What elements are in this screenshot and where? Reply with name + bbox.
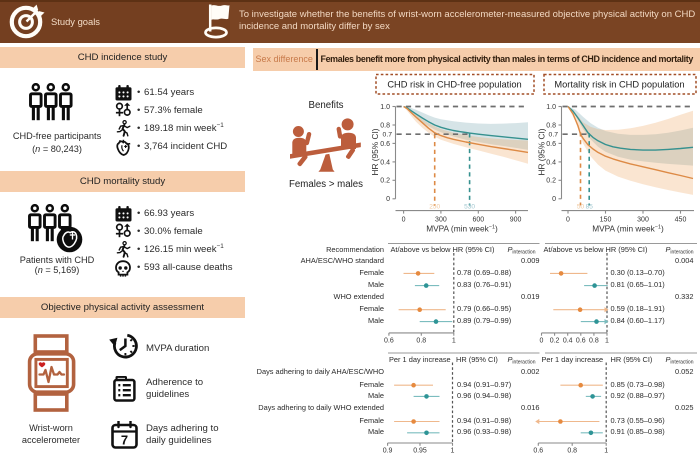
svg-text:0.6: 0.6 [576, 337, 586, 344]
svg-text:Mortality risk in CHD populati: Mortality risk in CHD population [554, 80, 684, 90]
svg-text:0.6: 0.6 [384, 337, 394, 344]
svg-text:HR (95% CI): HR (95% CI) [370, 128, 380, 175]
svg-text:0.6: 0.6 [546, 141, 556, 148]
svg-text:50: 50 [577, 204, 585, 211]
svg-text:85: 85 [586, 204, 594, 211]
svg-text:150: 150 [600, 217, 612, 224]
svg-text:0.4: 0.4 [380, 159, 390, 166]
svg-text:530: 530 [464, 204, 475, 211]
svg-text:0.8: 0.8 [380, 122, 390, 129]
svg-text:0.8: 0.8 [416, 337, 426, 344]
svg-text:MVPA (min week−1): MVPA (min week−1) [592, 224, 664, 234]
svg-text:0.7: 0.7 [549, 132, 559, 139]
svg-text:CHD risk in CHD-free populatio: CHD risk in CHD-free population [387, 80, 521, 90]
svg-text:0.2: 0.2 [380, 178, 390, 185]
svg-text:600: 600 [472, 217, 484, 224]
svg-text:1.0: 1.0 [380, 104, 390, 111]
svg-text:1: 1 [605, 337, 609, 344]
svg-text:0.2: 0.2 [550, 337, 560, 344]
svg-text:0.9: 0.9 [383, 448, 393, 455]
svg-text:300: 300 [435, 217, 447, 224]
svg-text:0: 0 [402, 217, 406, 224]
svg-text:7: 7 [121, 433, 128, 448]
svg-text:1: 1 [452, 337, 456, 344]
svg-text:0: 0 [386, 196, 390, 203]
svg-text:1.0: 1.0 [546, 104, 556, 111]
svg-text:250: 250 [429, 204, 440, 211]
svg-text:0: 0 [540, 337, 544, 344]
svg-text:0.6: 0.6 [533, 448, 543, 455]
svg-text:1: 1 [451, 448, 455, 455]
svg-text:0.6: 0.6 [380, 141, 390, 148]
svg-text:MVPA (min week−1): MVPA (min week−1) [426, 224, 498, 234]
svg-text:450: 450 [675, 217, 687, 224]
svg-text:0.8: 0.8 [567, 448, 577, 455]
svg-text:0: 0 [552, 196, 556, 203]
svg-text:0: 0 [566, 217, 570, 224]
svg-text:0.7: 0.7 [383, 132, 393, 139]
svg-text:0.95: 0.95 [413, 448, 427, 455]
svg-text:0.4: 0.4 [546, 159, 556, 166]
svg-text:0.8: 0.8 [546, 122, 556, 129]
svg-text:0.4: 0.4 [563, 337, 573, 344]
svg-text:0.2: 0.2 [546, 178, 556, 185]
svg-text:1: 1 [604, 448, 608, 455]
svg-text:HR (95% CI): HR (95% CI) [537, 128, 547, 175]
svg-text:300: 300 [637, 217, 649, 224]
svg-text:0.8: 0.8 [589, 337, 599, 344]
svg-text:900: 900 [510, 217, 522, 224]
